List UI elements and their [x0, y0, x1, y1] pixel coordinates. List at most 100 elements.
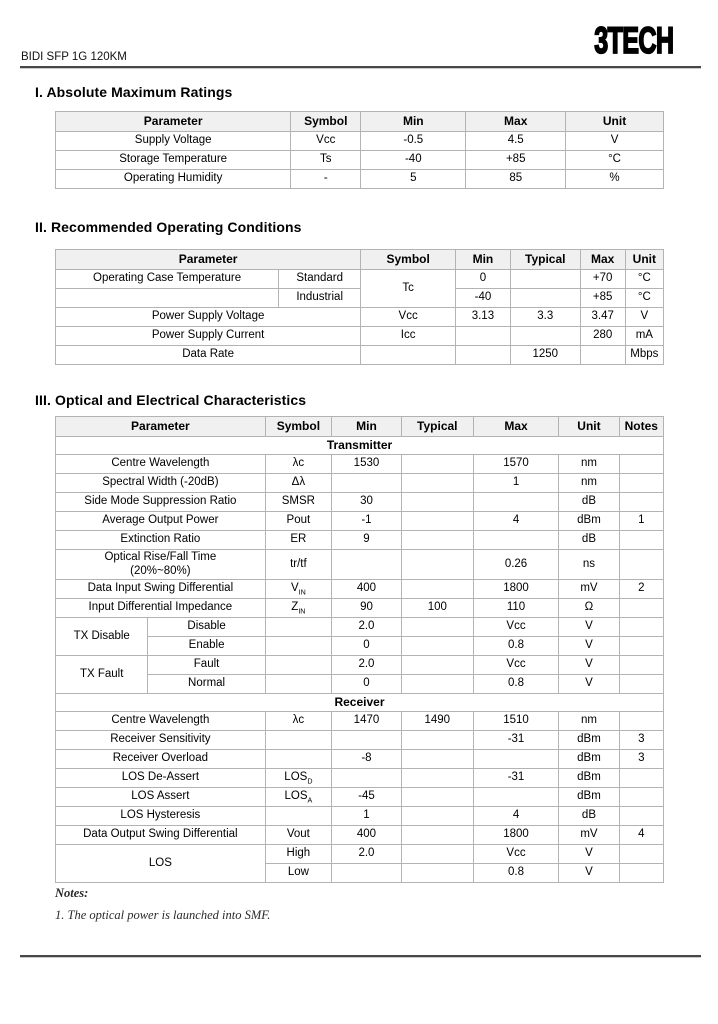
table-cell — [400, 730, 474, 750]
table-cell: 0 — [331, 636, 402, 656]
table-cell — [400, 579, 474, 599]
table-cell: Low — [264, 863, 333, 883]
table-cell — [472, 530, 560, 550]
table-cell: V — [558, 655, 620, 675]
column-header: Max — [579, 249, 626, 270]
table-cell: ER — [264, 530, 333, 550]
table-cell: λc — [264, 454, 333, 474]
table-absolute-maximum-ratings: Parameter Symbol Min Max Unit Supply Voltage V… — [54, 111, 664, 189]
table-cell — [618, 711, 665, 731]
table-cell: +70 — [579, 269, 626, 289]
table-cell: 4 — [618, 825, 665, 845]
table-cell: 3.47 — [579, 307, 626, 327]
table-cell: °C — [624, 269, 665, 289]
table-cell: Vcc — [360, 307, 457, 327]
table-cell: Enable — [147, 636, 266, 656]
table-cell — [618, 655, 665, 675]
table-cell — [400, 863, 474, 883]
table-cell — [264, 749, 333, 769]
table-cell: 1250 — [509, 345, 581, 365]
table-cell: -40 — [360, 150, 467, 170]
table-cell: Pout — [264, 511, 333, 531]
table-cell: 280 — [579, 326, 626, 346]
table-cell — [618, 492, 665, 512]
table-cell: LOS Hysteresis — [55, 806, 266, 826]
table-cell: ZIN — [264, 598, 333, 618]
table-cell: dBm — [558, 730, 620, 750]
table-cell: Standard — [278, 269, 362, 289]
table-cell: 4 — [472, 806, 560, 826]
column-header: Max — [465, 111, 567, 132]
table-cell — [618, 598, 665, 618]
table-cell: dB — [558, 530, 620, 550]
table-cell: Vcc — [290, 131, 362, 151]
table-cell — [400, 787, 474, 807]
table-cell: Spectral Width (-20dB) — [55, 473, 266, 493]
table-cell: 110 — [472, 598, 560, 618]
table-cell — [400, 844, 474, 864]
table-cell: Power Supply Current — [54, 326, 362, 346]
table-cell: Data Input Swing Differential — [55, 579, 266, 599]
table-cell: Vcc — [472, 655, 560, 675]
table-cell — [264, 806, 333, 826]
table-cell: 1470 — [331, 711, 402, 731]
table-cell: 4 — [472, 511, 560, 531]
table-cell — [264, 730, 333, 750]
table-cell: +85 — [465, 150, 567, 170]
table-cell: LOS De-Assert — [55, 768, 266, 788]
table-cell: Power Supply Voltage — [54, 307, 362, 327]
table-cell — [618, 806, 665, 826]
column-header: Symbol — [290, 111, 362, 132]
table-cell: V — [565, 131, 664, 151]
table-cell: 3.3 — [509, 307, 581, 327]
table-cell: 30 — [331, 492, 402, 512]
table-cell: 90 — [331, 598, 402, 618]
table-cell: Data Output Swing Differential — [55, 825, 266, 845]
table-cell: 1530 — [331, 454, 402, 474]
table-cell: V — [624, 307, 665, 327]
table-cell — [264, 674, 333, 694]
table-cell: °C — [565, 150, 664, 170]
table-cell: 1490 — [400, 711, 474, 731]
table-cell: Ts — [290, 150, 362, 170]
table-cell: 85 — [465, 169, 567, 189]
table-cell — [400, 549, 474, 580]
table-cell — [400, 655, 474, 675]
table-cell: V — [558, 844, 620, 864]
table-cell: LOSA — [264, 787, 333, 807]
table-cell — [472, 787, 560, 807]
table-cell: VIN — [264, 579, 333, 599]
table-cell: λc — [264, 711, 333, 731]
table-cell — [618, 768, 665, 788]
table-cell: Average Output Power — [55, 511, 266, 531]
column-header: Typical — [400, 416, 474, 437]
table-cell: Normal — [147, 674, 266, 694]
table-cell: 0 — [455, 269, 511, 289]
table-cell: 1 — [331, 806, 402, 826]
table-cell: 2.0 — [331, 617, 402, 637]
column-header: Unit — [565, 111, 664, 132]
table-cell: Data Rate — [54, 345, 362, 365]
column-header: Max — [472, 416, 560, 437]
table-cell: Tc — [360, 269, 457, 308]
table-cell: Vcc — [472, 844, 560, 864]
table-cell: 4.5 — [465, 131, 567, 151]
table-cell: -40 — [455, 288, 511, 308]
table-cell: V — [558, 636, 620, 656]
table-cell — [400, 511, 474, 531]
header-rule — [20, 66, 701, 69]
table-cell: 5 — [360, 169, 467, 189]
table-cell: -1 — [331, 511, 402, 531]
table-cell — [618, 473, 665, 493]
table-cell: 0.8 — [472, 674, 560, 694]
table-cell: Side Mode Suppression Ratio — [55, 492, 266, 512]
table-cell — [264, 655, 333, 675]
table-cell — [618, 787, 665, 807]
table-cell: -8 — [331, 749, 402, 769]
table-cell: Operating Case Temperature — [54, 269, 280, 289]
column-header: Symbol — [360, 249, 457, 270]
table-cell — [579, 345, 626, 365]
table-cell: 1 — [472, 473, 560, 493]
table-cell: tr/tf — [264, 549, 333, 580]
